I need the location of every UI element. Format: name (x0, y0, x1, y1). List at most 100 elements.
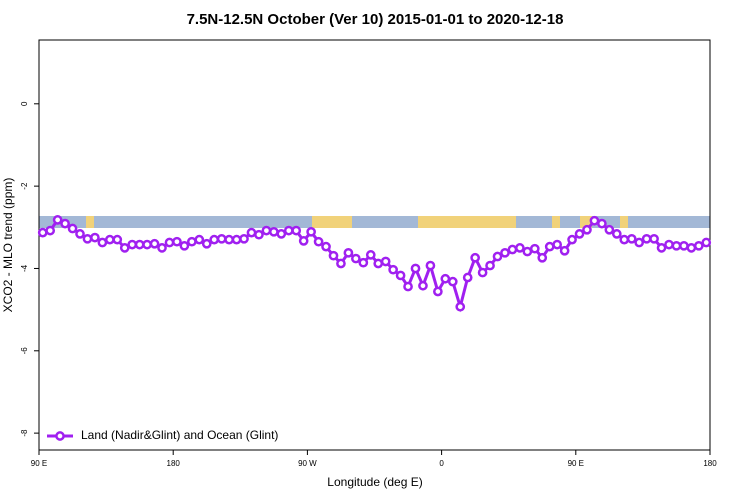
point (149, 238, 160, 249)
point (664, 239, 674, 250)
point (209, 234, 220, 245)
point (515, 243, 525, 253)
point (164, 237, 175, 248)
point (351, 253, 361, 264)
map-strip (39, 216, 710, 228)
point (649, 233, 659, 244)
point (37, 227, 48, 238)
y-tick-label: -8 (20, 429, 29, 437)
point (112, 234, 123, 245)
point (522, 246, 533, 257)
point (485, 260, 495, 271)
point (306, 226, 316, 237)
point (365, 250, 376, 260)
point (157, 243, 167, 253)
legend-marker (55, 431, 65, 441)
legend-label: Land (Nadir&Glint) and Ocean (Glint) (81, 428, 278, 442)
point (127, 239, 138, 250)
land-patch (86, 216, 94, 228)
point (693, 240, 704, 251)
point (425, 260, 436, 271)
point (224, 234, 234, 245)
point (462, 272, 473, 283)
point (455, 301, 466, 312)
point (104, 234, 115, 245)
point (134, 239, 145, 250)
point (90, 232, 100, 243)
point (254, 229, 264, 240)
point (142, 239, 152, 250)
point (239, 233, 249, 244)
point (589, 215, 600, 226)
x-tick-label: 90 W (298, 459, 317, 468)
point (298, 236, 309, 246)
x-axis-label: Longitude (deg E) (327, 475, 422, 489)
point (492, 251, 503, 262)
point (179, 240, 190, 251)
point (418, 280, 428, 291)
x-tick-label: 90 E (568, 459, 584, 468)
land-patch (312, 216, 352, 228)
point (470, 252, 480, 263)
point (701, 237, 712, 248)
point (671, 240, 682, 251)
point (634, 237, 645, 248)
y-tick-label: -6 (20, 347, 29, 355)
point (60, 218, 70, 229)
point (67, 223, 78, 234)
point (552, 239, 563, 250)
land-patch (620, 216, 628, 228)
land-patch (418, 216, 516, 228)
point (186, 236, 197, 247)
point (380, 256, 391, 267)
point (291, 225, 302, 236)
point (641, 233, 652, 244)
point (611, 229, 622, 239)
point (276, 229, 287, 239)
point (433, 286, 443, 297)
point (216, 233, 227, 244)
point (656, 243, 667, 253)
point (679, 240, 689, 251)
point (328, 250, 339, 261)
x-tick-label: 180 (167, 459, 181, 468)
point (544, 241, 555, 252)
point (358, 257, 369, 268)
point (447, 276, 458, 287)
y-tick-label: -2 (20, 182, 29, 190)
point (500, 247, 510, 258)
point (45, 225, 56, 236)
y-tick-label: -4 (20, 264, 29, 272)
point (559, 245, 570, 256)
point (52, 215, 63, 225)
point (567, 234, 577, 245)
point (283, 225, 294, 236)
point (395, 270, 406, 281)
point (686, 243, 697, 253)
point (507, 244, 518, 255)
x-tick-label: 0 (439, 459, 444, 468)
point (574, 229, 585, 239)
point (388, 264, 398, 275)
point (231, 234, 242, 245)
y-axis-label: XCO2 - MLO trend (ppm) (1, 178, 15, 313)
point (597, 218, 607, 229)
point (75, 229, 85, 239)
point (529, 243, 540, 254)
point (440, 273, 451, 284)
point (537, 252, 548, 263)
point (82, 233, 93, 244)
x-tick-label: 90 E (31, 459, 47, 468)
point (336, 258, 346, 269)
point (410, 263, 421, 274)
point (97, 237, 108, 248)
point (403, 281, 413, 292)
point (626, 233, 637, 244)
point (172, 236, 182, 247)
point (119, 243, 130, 253)
x-tick-label: 180 (703, 459, 717, 468)
ocean-strip (39, 216, 710, 228)
point (582, 224, 592, 235)
